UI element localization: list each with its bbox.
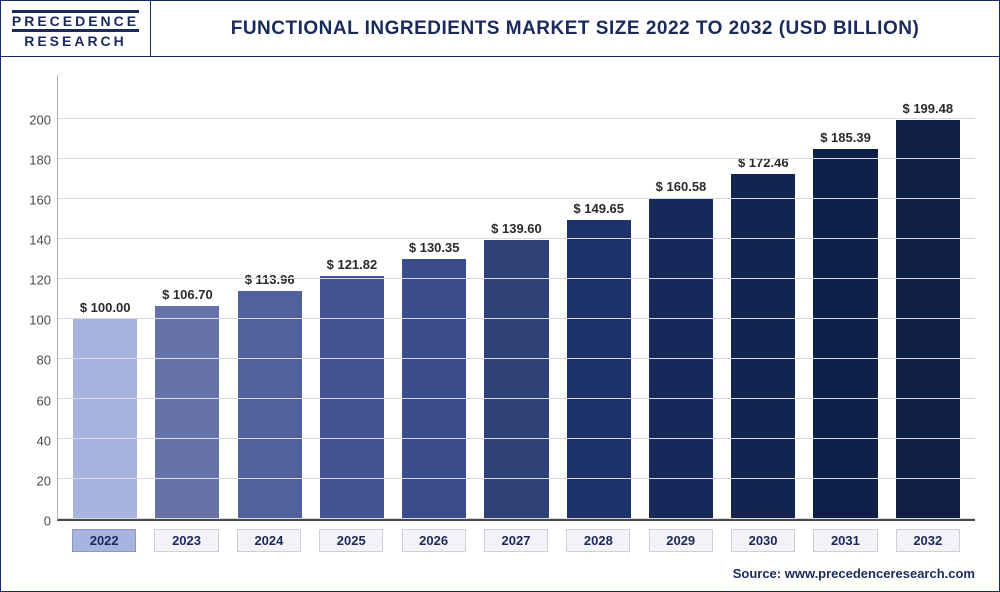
- bars-container: $ 100.00 $ 106.70 $ 113.96 $ 121.82 $ 130.35…: [58, 75, 975, 519]
- y-tick-label: 140: [29, 233, 51, 248]
- bar: $ 172.46: [731, 174, 795, 519]
- bar: $ 113.96: [238, 291, 302, 519]
- bar: $ 199.48: [896, 120, 960, 519]
- x-strip: 2022 2023 2024 2025 2026 2027 2028 2029 2030 2031…: [57, 529, 975, 552]
- bar-value-label: $ 160.58: [656, 179, 707, 194]
- grid-line: [58, 358, 975, 359]
- x-cell: 2031: [804, 529, 886, 552]
- x-axis: 2022 2023 2024 2025 2026 2027 2028 2029 2030 2031…: [13, 529, 975, 552]
- bar: $ 130.35: [402, 259, 466, 519]
- bar: $ 100.00: [73, 319, 137, 519]
- y-tick-label: 200: [29, 112, 51, 127]
- bar-slot: $ 100.00: [64, 75, 146, 519]
- title-container: FUNCTIONAL INGREDIENTS MARKET SIZE 2022 …: [151, 1, 999, 56]
- bar-value-label: $ 113.96: [245, 272, 295, 287]
- grid-line: [58, 238, 975, 239]
- x-category-chip: 2026: [402, 529, 466, 552]
- y-tick-label: 100: [29, 313, 51, 328]
- logo-line-2: RESEARCH: [24, 34, 127, 48]
- x-category-chip: 2028: [566, 529, 630, 552]
- x-category-chip: 2031: [813, 529, 877, 552]
- header: PRECEDENCE RESEARCH FUNCTIONAL INGREDIEN…: [1, 1, 999, 57]
- x-category-chip: 2029: [649, 529, 713, 552]
- chart-title: FUNCTIONAL INGREDIENTS MARKET SIZE 2022 …: [231, 18, 920, 40]
- bar-value-label: $ 106.70: [162, 287, 213, 302]
- bar-slot: $ 149.65: [558, 75, 640, 519]
- y-tick-label: 80: [37, 353, 51, 368]
- logo-line-1: PRECEDENCE: [12, 10, 139, 32]
- y-tick-label: 60: [37, 393, 51, 408]
- grid-line: [58, 198, 975, 199]
- x-cell: 2025: [310, 529, 392, 552]
- x-category-chip: 2027: [484, 529, 548, 552]
- bar-value-label: $ 149.65: [573, 201, 624, 216]
- x-cell: 2029: [640, 529, 722, 552]
- x-cell: 2024: [228, 529, 310, 552]
- bar-value-label: $ 185.39: [820, 130, 871, 145]
- bar-slot: $ 121.82: [311, 75, 393, 519]
- x-cell: 2028: [557, 529, 639, 552]
- y-tick-label: 40: [37, 433, 51, 448]
- grid-line: [58, 518, 975, 519]
- plot-row: 020406080100120140160180200 $ 100.00$ 10…: [13, 75, 975, 521]
- y-tick-label: 160: [29, 192, 51, 207]
- x-cell: 2022: [63, 529, 145, 552]
- bar-slot: $ 172.46: [722, 75, 804, 519]
- bar-slot: $ 139.60: [475, 75, 557, 519]
- x-cell: 2023: [145, 529, 227, 552]
- grid-line: [58, 158, 975, 159]
- x-category-chip: 2022: [72, 529, 136, 552]
- bar-slot: $ 185.39: [804, 75, 886, 519]
- grid-line: [58, 278, 975, 279]
- bar-slot: $ 106.70: [146, 75, 228, 519]
- bar-value-label: $ 199.48: [902, 101, 953, 116]
- y-tick-label: 180: [29, 152, 51, 167]
- bar-value-label: $ 100.00: [80, 300, 131, 315]
- x-category-chip: 2032: [896, 529, 960, 552]
- bar-slot: $ 199.48: [887, 75, 969, 519]
- x-category-chip: 2024: [237, 529, 301, 552]
- bar-value-label: $ 121.82: [327, 257, 378, 272]
- x-cell: 2026: [392, 529, 474, 552]
- bar-slot: $ 130.35: [393, 75, 475, 519]
- y-tick-label: 0: [44, 514, 51, 529]
- bar: $ 185.39: [813, 149, 877, 519]
- bar: $ 149.65: [567, 220, 631, 519]
- source-label: Source: www.precedenceresearch.com: [733, 566, 975, 581]
- grid-line: [58, 118, 975, 119]
- bar-slot: $ 113.96: [229, 75, 311, 519]
- chart-card: PRECEDENCE RESEARCH FUNCTIONAL INGREDIEN…: [0, 0, 1000, 592]
- footer: Source: www.precedenceresearch.com: [1, 566, 999, 591]
- x-cell: 2030: [722, 529, 804, 552]
- bar-slot: $ 160.58: [640, 75, 722, 519]
- y-axis: 020406080100120140160180200: [13, 75, 57, 521]
- x-category-chip: 2030: [731, 529, 795, 552]
- x-category-chip: 2025: [319, 529, 383, 552]
- grid-line: [58, 438, 975, 439]
- grid-line: [58, 398, 975, 399]
- grid-line: [58, 318, 975, 319]
- y-tick-label: 20: [37, 473, 51, 488]
- x-cell: 2032: [887, 529, 969, 552]
- y-tick-label: 120: [29, 273, 51, 288]
- grid-line: [58, 478, 975, 479]
- x-cell: 2027: [475, 529, 557, 552]
- x-category-chip: 2023: [154, 529, 218, 552]
- bar: $ 106.70: [155, 306, 219, 519]
- plot: $ 100.00 $ 106.70 $ 113.96 $ 121.82 $ 130.35…: [57, 75, 975, 521]
- brand-logo: PRECEDENCE RESEARCH: [1, 1, 151, 56]
- chart-area: 020406080100120140160180200 $ 100.00$ 10…: [1, 57, 999, 566]
- bar-value-label: $ 139.60: [491, 221, 542, 236]
- bar-value-label: $ 130.35: [409, 240, 460, 255]
